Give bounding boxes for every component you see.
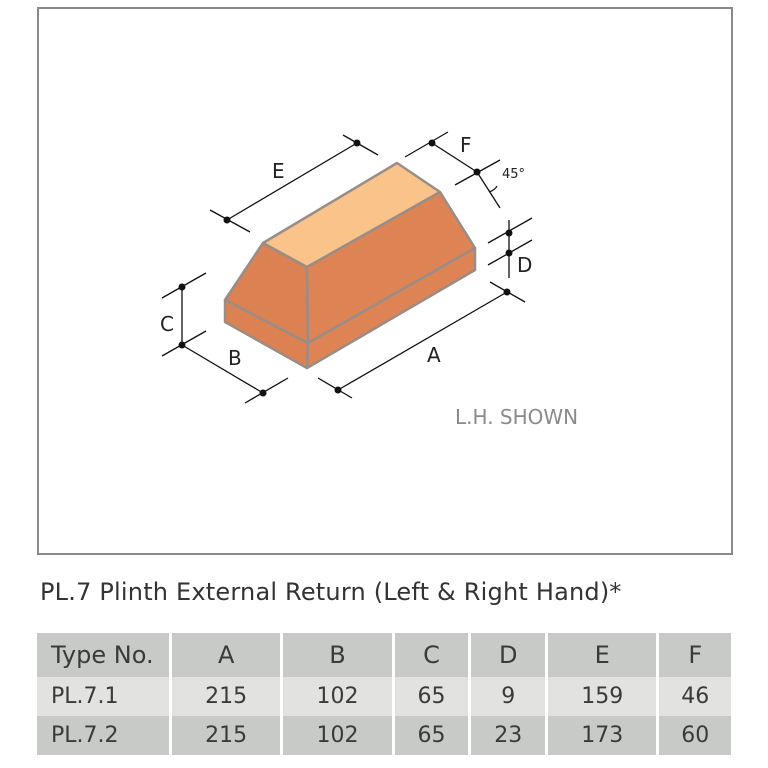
dimension-point: [505, 229, 513, 237]
front-plinth-face: [305, 246, 477, 370]
table-cell: PL.7.1: [51, 684, 119, 709]
top-face: [261, 161, 442, 269]
column-header: F: [656, 633, 731, 677]
table-cell: 102: [280, 716, 394, 755]
dimensions-table: Type No. A B C D E F PL.7.1 215 102 65 9…: [37, 633, 731, 755]
column-header: D: [468, 633, 547, 677]
brick-diagram: E F 45° D A B C L.H. SHOWN: [160, 131, 578, 429]
dimension-point: [178, 283, 186, 291]
table-cell: 215: [168, 716, 282, 755]
dimension-point: [353, 139, 361, 147]
table-cell: 159: [545, 677, 658, 716]
column-header: B: [280, 633, 394, 677]
label-f: F: [460, 133, 472, 157]
drawing-frame: [37, 7, 733, 555]
label-a: A: [427, 343, 441, 367]
label-angle: 45°: [502, 167, 525, 182]
column-header: E: [545, 633, 658, 677]
table-cell: 46: [656, 677, 731, 716]
dimension-point: [428, 139, 436, 147]
lh-shown-note: L.H. SHOWN: [455, 405, 578, 429]
table-cell: 9: [468, 677, 547, 716]
table-cell: 102: [280, 677, 394, 716]
table-cell: 23: [468, 716, 547, 755]
dimension-point: [503, 288, 511, 296]
dimension-point: [505, 249, 513, 257]
column-header: A: [168, 633, 282, 677]
label-b: B: [228, 346, 242, 370]
table-row: PL.7.2 215 102 65 23 173 60: [37, 716, 731, 755]
table-cell: 173: [545, 716, 658, 755]
table-cell: PL.7.2: [51, 723, 119, 748]
dimension-point: [473, 168, 481, 176]
column-header: Type No.: [51, 641, 154, 669]
label-d: D: [517, 253, 532, 277]
dimension-point: [223, 216, 231, 224]
column-header: C: [391, 633, 470, 677]
table-row: PL.7.1 215 102 65 9 159 46: [37, 677, 731, 716]
dimension-point: [259, 389, 267, 397]
table-cell: 65: [391, 716, 470, 755]
table-cell: 65: [391, 677, 470, 716]
dimension-point: [178, 341, 186, 349]
label-e: E: [272, 159, 285, 183]
table-cell: 215: [168, 677, 282, 716]
label-c: C: [160, 312, 174, 336]
dimension-point: [334, 386, 342, 394]
page-title: PL.7 Plinth External Return (Left & Righ…: [40, 578, 622, 606]
table-header-row: Type No. A B C D E F: [37, 633, 731, 677]
table-cell: 60: [656, 716, 731, 755]
